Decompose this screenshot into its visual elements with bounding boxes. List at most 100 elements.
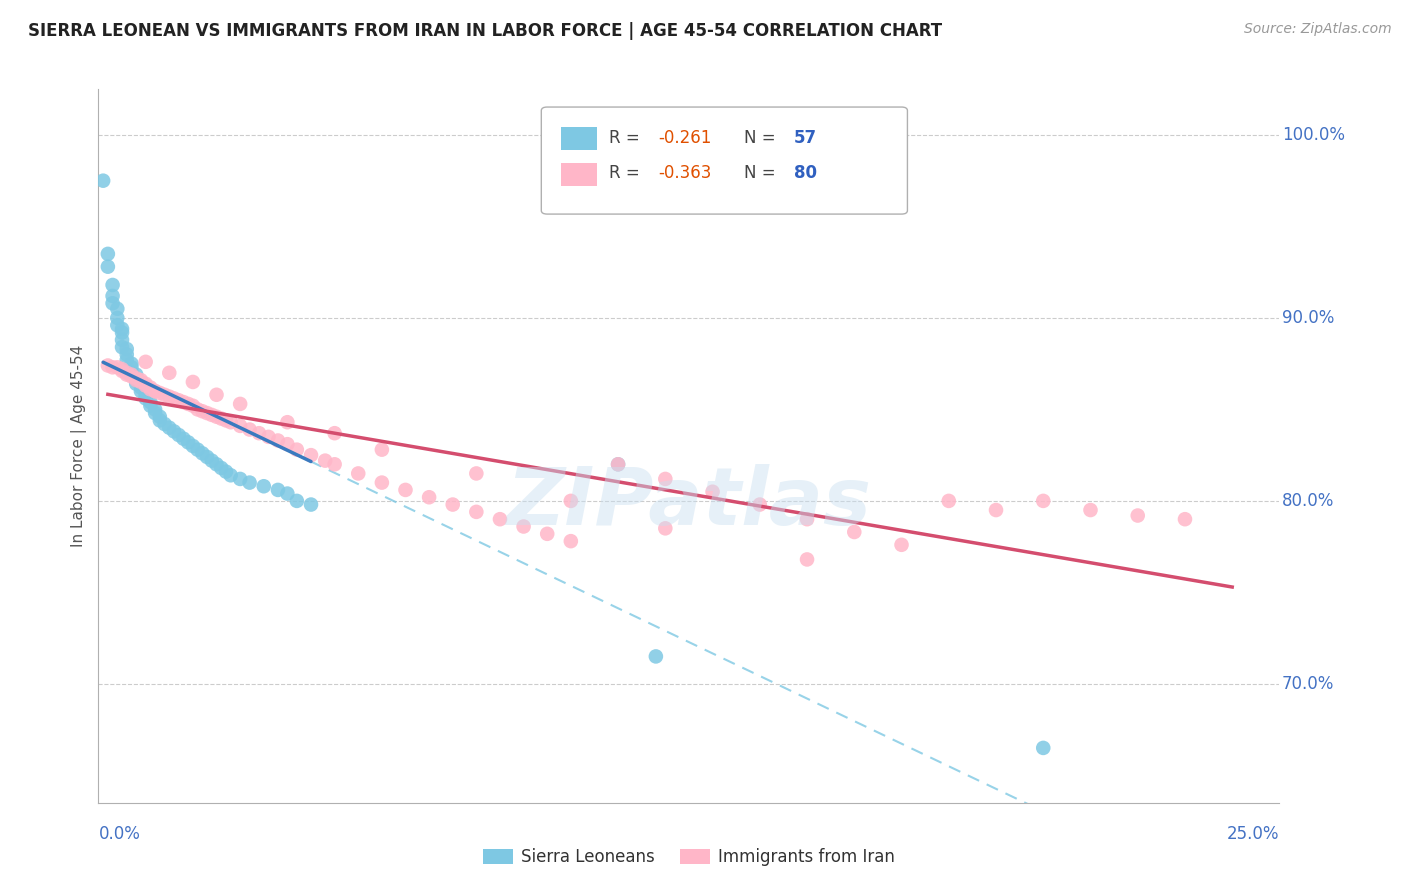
Text: 25.0%: 25.0% (1227, 825, 1279, 843)
Point (111, 362, 134, 376)
Point (121, 357, 143, 371)
Point (125, 368, 148, 382)
Point (205, 458, 228, 472)
Point (105, 318, 128, 333)
Point (253, 479, 276, 493)
Point (299, 498, 322, 512)
Point (163, 392, 186, 406)
Point (97, 247, 120, 261)
Point (105, 310, 128, 325)
Point (560, 494, 582, 508)
Point (143, 406, 166, 420)
Point (371, 442, 394, 457)
Point (129, 375, 152, 389)
Point (257, 430, 280, 444)
Point (101, 277, 124, 292)
Point (125, 376, 148, 391)
Point (135, 392, 157, 406)
Point (215, 465, 238, 479)
Point (796, 512, 818, 526)
Point (844, 524, 866, 539)
Point (111, 364, 134, 378)
Point (115, 368, 138, 382)
Point (115, 353, 138, 368)
Point (607, 458, 630, 472)
Point (654, 472, 676, 486)
Text: N =: N = (744, 128, 776, 146)
Point (143, 384, 166, 398)
Point (125, 373, 148, 387)
Point (267, 434, 290, 448)
Point (139, 399, 162, 413)
Point (157, 420, 180, 434)
Point (153, 417, 176, 431)
Point (219, 468, 242, 483)
Point (219, 415, 242, 429)
Point (143, 402, 166, 417)
Point (91, 174, 114, 188)
Point (153, 388, 176, 402)
Point (267, 483, 290, 497)
Point (149, 386, 172, 401)
Point (1080, 503, 1102, 517)
Text: R =: R = (609, 164, 640, 182)
Point (167, 393, 190, 408)
Point (125, 373, 148, 387)
Point (157, 366, 180, 380)
Text: ZIPatlas: ZIPatlas (506, 464, 872, 542)
Point (239, 475, 262, 490)
Point (607, 458, 630, 472)
Point (1174, 512, 1197, 526)
Point (121, 366, 143, 380)
Point (101, 289, 124, 303)
Point (1126, 508, 1149, 523)
Text: 100.0%: 100.0% (1282, 126, 1344, 144)
Point (121, 360, 143, 375)
Point (247, 426, 270, 441)
Point (644, 649, 666, 664)
Point (139, 382, 162, 396)
Point (1032, 494, 1054, 508)
Point (101, 296, 124, 310)
Text: 90.0%: 90.0% (1282, 309, 1334, 326)
Point (702, 484, 724, 499)
Text: 80.0%: 80.0% (1282, 491, 1334, 510)
Point (394, 483, 416, 497)
Point (115, 366, 138, 380)
Point (149, 409, 172, 424)
Point (111, 326, 134, 340)
Point (191, 404, 214, 418)
Point (111, 322, 134, 336)
Point (111, 340, 134, 354)
Text: 70.0%: 70.0% (1282, 675, 1334, 693)
Point (187, 442, 209, 457)
Point (276, 486, 298, 500)
Point (276, 415, 298, 429)
Point (167, 428, 190, 442)
Point (323, 426, 346, 441)
Point (97, 260, 120, 274)
Point (121, 368, 143, 382)
Point (314, 453, 336, 467)
Point (149, 413, 172, 427)
Point (418, 490, 440, 504)
Text: SIERRA LEONEAN VS IMMIGRANTS FROM IRAN IN LABOR FORCE | AGE 45-54 CORRELATION CH: SIERRA LEONEAN VS IMMIGRANTS FROM IRAN I… (28, 22, 942, 40)
Bar (561, 127, 596, 150)
Point (115, 342, 138, 356)
Point (187, 402, 209, 417)
Point (139, 395, 162, 409)
Point (748, 498, 770, 512)
Point (201, 408, 224, 422)
Point (105, 301, 128, 316)
Point (276, 437, 298, 451)
Text: 80: 80 (794, 164, 817, 182)
Point (560, 534, 582, 549)
Text: N =: N = (744, 164, 776, 182)
Text: -0.261: -0.261 (658, 128, 711, 146)
Point (796, 552, 818, 566)
Point (129, 380, 152, 394)
Point (465, 505, 488, 519)
Point (229, 472, 252, 486)
Text: Source: ZipAtlas.com: Source: ZipAtlas.com (1244, 22, 1392, 37)
Point (285, 442, 308, 457)
